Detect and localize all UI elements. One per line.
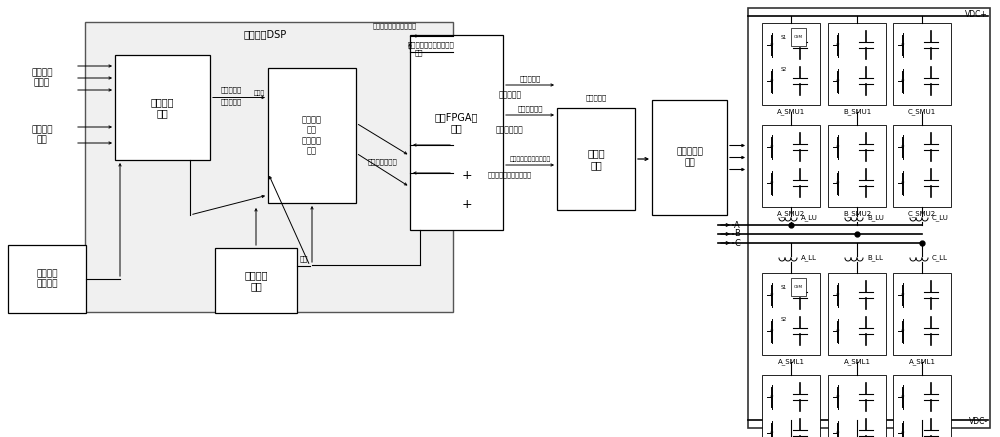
Bar (828, 375, 886, 437)
Text: S2: S2 (781, 67, 787, 72)
Text: 直流控制
保护系统: 直流控制 保护系统 (36, 269, 58, 289)
Text: A_LU: A_LU (801, 215, 818, 222)
Bar (893, 375, 951, 437)
Bar (762, 125, 820, 207)
Text: S2: S2 (781, 317, 787, 322)
Bar (652, 100, 727, 215)
Text: 电压、电
流采样: 电压、电 流采样 (31, 68, 53, 88)
Text: CSM: CSM (794, 35, 803, 39)
Text: +: + (461, 169, 472, 182)
Text: 高频六桥臂子模块投入数: 高频六桥臂子模块投入数 (488, 172, 532, 178)
Text: 两种生成调: 两种生成调 (220, 86, 242, 93)
Text: S1: S1 (781, 35, 787, 40)
Text: 阶梯波生
成及
插值增量
计算: 阶梯波生 成及 插值增量 计算 (302, 115, 322, 156)
Bar (557, 108, 635, 210)
Text: C_LU: C_LU (932, 215, 949, 222)
Text: 低频六桥臂子模块投入数: 低频六桥臂子模块投入数 (408, 42, 455, 49)
Text: VDC+: VDC+ (965, 10, 988, 19)
Bar (215, 248, 297, 313)
Bar (791, 28, 806, 46)
Text: 调制波: 调制波 (254, 91, 265, 96)
Text: CSM: CSM (794, 285, 803, 289)
Text: B_SMU1: B_SMU1 (843, 109, 871, 115)
Text: 控制目标
指令: 控制目标 指令 (31, 125, 53, 145)
Text: C_SMU1: C_SMU1 (908, 109, 936, 115)
Text: 子模块开关
指令: 子模块开关 指令 (676, 148, 703, 167)
Text: 初值: 初值 (415, 50, 424, 56)
Bar (893, 273, 951, 355)
Text: B_SMU2: B_SMU2 (843, 211, 871, 217)
Text: C_SMU2: C_SMU2 (908, 211, 936, 217)
Text: A_SML1: A_SML1 (844, 359, 870, 365)
Bar (410, 35, 503, 230)
Text: 子模块开关: 子模块开关 (585, 95, 607, 101)
Text: 闭环控制
计算: 闭环控制 计算 (151, 97, 174, 118)
Text: 子模块电压: 子模块电压 (519, 76, 541, 82)
Text: +: + (461, 198, 472, 211)
Text: 桥臂控
制器: 桥臂控 制器 (587, 148, 605, 170)
Text: 高频六桥臂子模块投入数: 高频六桥臂子模块投入数 (509, 156, 551, 162)
Bar (828, 273, 886, 355)
Text: A_LL: A_LL (801, 255, 817, 261)
Bar (893, 125, 951, 207)
Text: 子模块电压: 子模块电压 (498, 90, 522, 100)
Bar (268, 68, 356, 203)
Bar (762, 23, 820, 105)
Text: B_LL: B_LL (867, 255, 883, 261)
Text: C: C (734, 239, 740, 247)
Text: VDC-: VDC- (969, 417, 988, 426)
Text: 相位: 相位 (300, 256, 308, 262)
Text: B: B (734, 229, 740, 239)
Bar (762, 273, 820, 355)
Text: A_SML1: A_SML1 (778, 359, 804, 365)
Text: A_SML1: A_SML1 (908, 359, 936, 365)
Bar (828, 23, 886, 105)
Text: A: A (734, 221, 740, 229)
Text: 六桥臂插值增量: 六桥臂插值增量 (368, 159, 398, 165)
Text: 阀控制器DSP: 阀控制器DSP (243, 29, 287, 39)
Bar (748, 8, 990, 428)
Text: 桥臂电流方向: 桥臂电流方向 (496, 125, 524, 135)
Bar (893, 23, 951, 105)
Text: A_SMU2: A_SMU2 (777, 211, 805, 217)
Text: 高频FPGA运
算器: 高频FPGA运 算器 (435, 112, 478, 133)
Bar (828, 125, 886, 207)
Bar (85, 22, 453, 312)
Text: B_LU: B_LU (867, 215, 884, 222)
Bar (791, 278, 806, 296)
Text: 桥臂电流方向: 桥臂电流方向 (517, 106, 543, 112)
Text: 制波的方案: 制波的方案 (220, 98, 242, 105)
Bar (115, 55, 210, 160)
Text: A_SMU1: A_SMU1 (777, 109, 805, 115)
Bar (762, 375, 820, 437)
Text: S1: S1 (781, 285, 787, 290)
Text: 低频六桥臂子模块投入数: 低频六桥臂子模块投入数 (373, 23, 417, 29)
Bar (8, 245, 86, 313)
Text: 电网电压
锁相: 电网电压 锁相 (244, 270, 268, 291)
Text: C_LL: C_LL (932, 255, 948, 261)
